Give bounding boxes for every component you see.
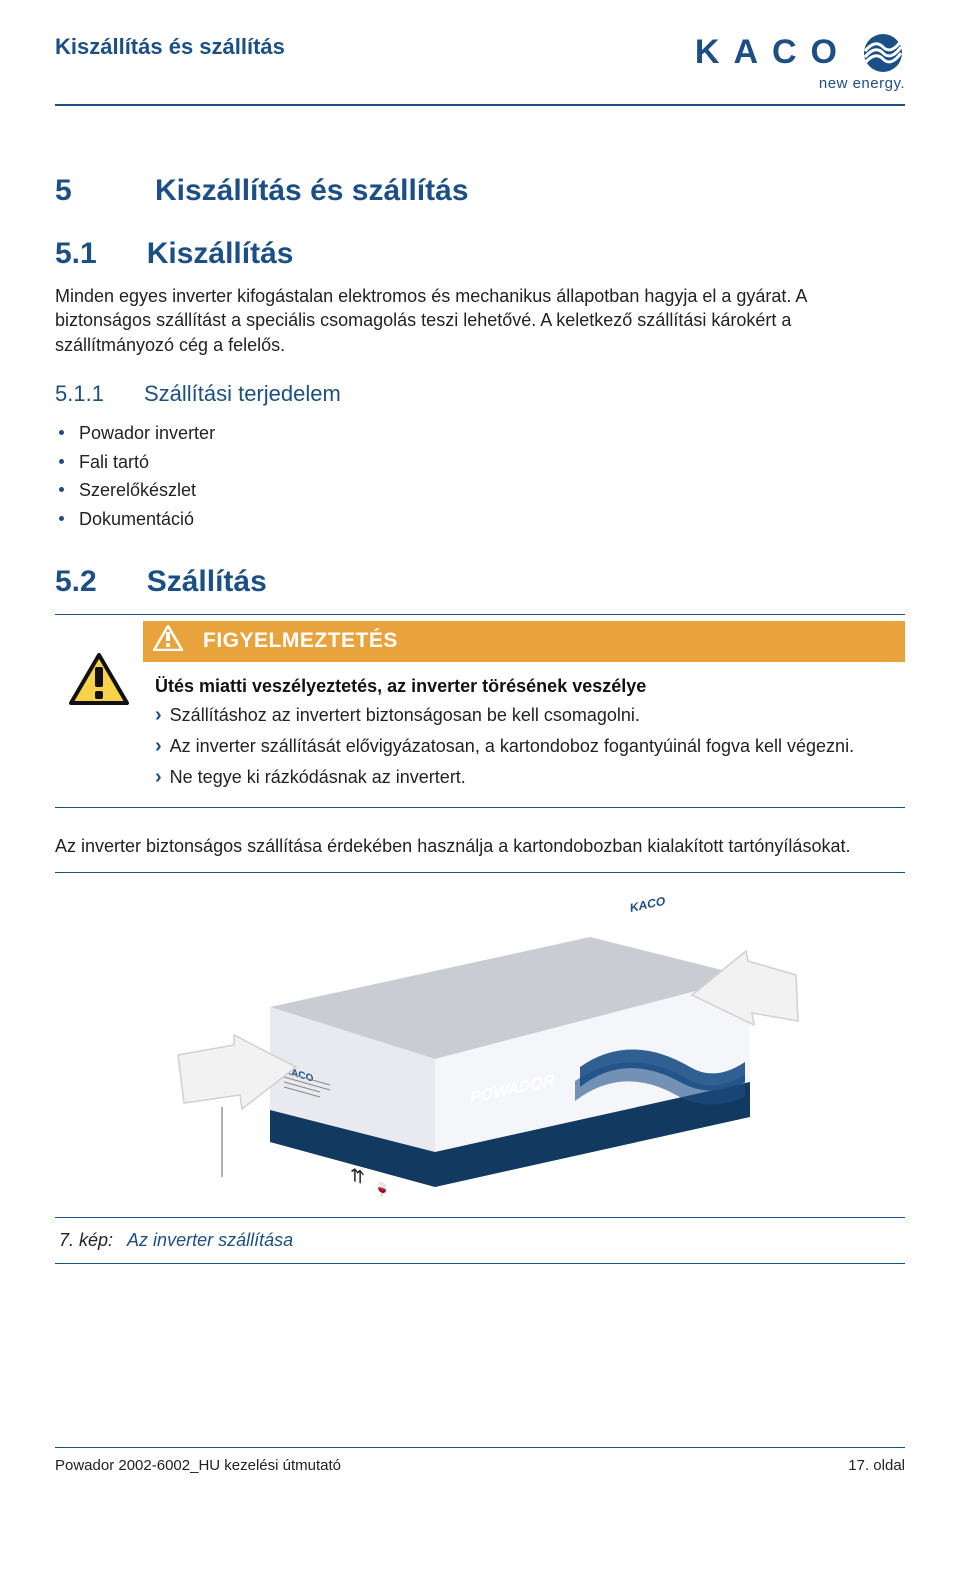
list-item: Powador inverter [55, 419, 905, 448]
heading-5-2: 5.2 Szállítás [55, 562, 905, 603]
wave-icon [861, 33, 905, 73]
figure-7: POWADOR KACO ⇈ 🍷 ☂ KACO [55, 872, 905, 1218]
paragraph-5-1: Minden egyes inverter kifogástalan elekt… [55, 284, 905, 357]
page-footer: Powador 2002-6002_HU kezelési útmutató 1… [55, 1447, 905, 1476]
heading-5-1-text: Kiszállítás [147, 234, 294, 275]
heading-5-1-num: 5.1 [55, 234, 97, 275]
logo-text: KACO [695, 30, 851, 76]
warning-header-bar: FIGYELMEZTETÉS [143, 621, 905, 661]
brand-logo: KACO new energy. [695, 30, 905, 94]
heading-5-1-1-text: Szállítási terjedelem [144, 379, 341, 409]
header-section-title: Kiszállítás és szállítás [55, 30, 285, 62]
figure-caption: 7. kép: Az inverter szállítása [55, 1218, 905, 1263]
heading-5-1-1: 5.1.1 Szállítási terjedelem [55, 379, 905, 409]
warning-header-text: FIGYELMEZTETÉS [193, 621, 905, 661]
caption-text: Az inverter szállítása [127, 1228, 293, 1252]
heading-5-text: Kiszállítás és szállítás [155, 171, 469, 212]
page-header: Kiszállítás és szállítás KACO new energy… [55, 30, 905, 106]
footer-left: Powador 2002-6002_HU kezelési útmutató [55, 1456, 341, 1476]
svg-text:KACO: KACO [630, 897, 665, 915]
heading-5-num: 5 [55, 171, 95, 212]
svg-text:☂: ☂ [395, 1196, 409, 1198]
box-illustration: POWADOR KACO ⇈ 🍷 ☂ KACO [160, 897, 800, 1197]
list-item: Fali tartó [55, 448, 905, 477]
warning-triangle-icon [69, 653, 129, 713]
svg-text:⇈: ⇈ [350, 1164, 365, 1189]
list-item: Dokumentáció [55, 505, 905, 534]
warning-box: FIGYELMEZTETÉS Ütés miatti veszélyezteté… [55, 614, 905, 808]
heading-5: 5 Kiszállítás és szállítás [55, 171, 905, 212]
heading-5-1: 5.1 Kiszállítás [55, 234, 905, 275]
warning-triangle-small-icon [153, 625, 183, 657]
caption-number: 7. kép: [59, 1228, 113, 1252]
warning-line: Ne tegye ki rázkódásnak az invertert. [155, 762, 905, 793]
heading-5-2-text: Szállítás [147, 562, 267, 603]
heading-5-2-num: 5.2 [55, 562, 97, 603]
scope-of-delivery-list: Powador inverter Fali tartó Szerelőkészl… [55, 419, 905, 534]
warning-line: Az inverter szállítását elővigyázatosan,… [155, 731, 905, 762]
svg-text:🍷: 🍷 [372, 1179, 392, 1197]
logo-subtitle: new energy. [695, 74, 905, 94]
post-warning-text: Az inverter biztonságos szállítása érdek… [55, 834, 905, 858]
footer-right: 17. oldal [848, 1456, 905, 1476]
warning-line: Szállításhoz az invertert biztonságosan … [155, 700, 905, 731]
list-item: Szerelőkészlet [55, 476, 905, 505]
warning-bold-text: Ütés miatti veszélyeztetés, az inverter … [155, 674, 905, 698]
heading-5-1-1-num: 5.1.1 [55, 379, 104, 409]
